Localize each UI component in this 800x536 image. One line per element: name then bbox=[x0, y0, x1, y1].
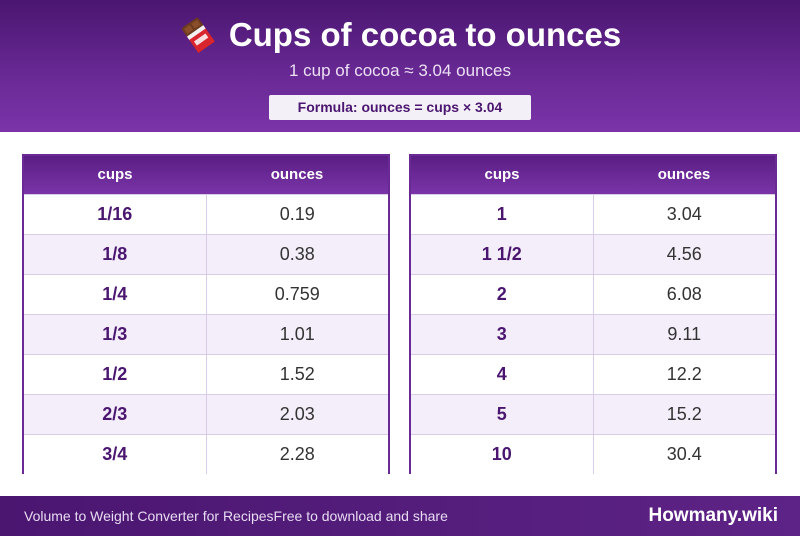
ounces-cell: 0.759 bbox=[206, 273, 388, 314]
table-row: 1/16 0.19 bbox=[24, 193, 388, 234]
table-row: 1 3.04 bbox=[411, 193, 775, 234]
table-header-row: cups ounces bbox=[411, 156, 775, 194]
ounces-cell: 3.04 bbox=[593, 193, 775, 234]
ounces-cell: 2.03 bbox=[206, 393, 388, 434]
table-row: 1/2 1.52 bbox=[24, 353, 388, 394]
ounces-cell: 15.2 bbox=[593, 393, 775, 434]
table-header-row: cups ounces bbox=[24, 156, 388, 194]
footer-share-label: Free to download and share bbox=[273, 508, 448, 524]
cups-cell: 1/8 bbox=[24, 233, 207, 274]
ounces-cell: 1.01 bbox=[206, 313, 388, 354]
cups-cell: 1 1/2 bbox=[411, 233, 594, 274]
cups-cell: 2 bbox=[411, 273, 594, 314]
column-header-cups: cups bbox=[484, 166, 520, 184]
cups-cell: 1/3 bbox=[24, 313, 207, 354]
cups-cell: 1/2 bbox=[24, 353, 207, 394]
footer-text: Volume to Weight Converter for RecipesFr… bbox=[24, 508, 448, 524]
table-row: 2/3 2.03 bbox=[24, 393, 388, 434]
cups-cell: 10 bbox=[411, 433, 594, 474]
table-row: 5 15.2 bbox=[411, 393, 775, 434]
ounces-cell: 12.2 bbox=[593, 353, 775, 394]
header: Cups of cocoa to ounces 1 cup of cocoa ≈… bbox=[0, 0, 800, 132]
cups-cell: 4 bbox=[411, 353, 594, 394]
table-row: 10 30.4 bbox=[411, 433, 775, 474]
table-row: 1 1/2 4.56 bbox=[411, 233, 775, 274]
column-header-ounces: ounces bbox=[657, 166, 711, 184]
cups-cell: 3 bbox=[411, 313, 594, 354]
chocolate-bar-icon bbox=[181, 17, 215, 54]
title-row: Cups of cocoa to ounces bbox=[0, 14, 800, 56]
formula-badge: Formula: ounces = cups × 3.04 bbox=[269, 95, 531, 120]
ounces-cell: 1.52 bbox=[206, 353, 388, 394]
ounces-cell: 9.11 bbox=[593, 313, 775, 354]
ounces-cell: 30.4 bbox=[593, 433, 775, 474]
ounces-cell: 2.28 bbox=[206, 433, 388, 474]
ounces-cell: 0.19 bbox=[206, 193, 388, 234]
table-row: 1/3 1.01 bbox=[24, 313, 388, 354]
table-row: 3 9.11 bbox=[411, 313, 775, 354]
table-row: 2 6.08 bbox=[411, 273, 775, 314]
cups-cell: 5 bbox=[411, 393, 594, 434]
page-title: Cups of cocoa to ounces bbox=[228, 16, 622, 53]
table-row: 1/8 0.38 bbox=[24, 233, 388, 274]
footer-converter-label: Volume to Weight Converter for Recipes bbox=[24, 508, 274, 524]
ounces-cell: 4.56 bbox=[593, 233, 775, 274]
footer: Volume to Weight Converter for RecipesFr… bbox=[0, 496, 800, 536]
cups-cell: 3/4 bbox=[24, 433, 207, 474]
ounces-cell: 0.38 bbox=[206, 233, 388, 274]
conversion-table-right: cups ounces 1 3.04 1 1/2 4.56 2 6.08 3 9.11 … bbox=[409, 154, 777, 474]
table-row: 1/4 0.759 bbox=[24, 273, 388, 314]
ounces-cell: 6.08 bbox=[593, 273, 775, 314]
subtitle: 1 cup of cocoa ≈ 3.04 ounces bbox=[289, 61, 511, 80]
cups-cell: 2/3 bbox=[24, 393, 207, 434]
column-header-cups: cups bbox=[97, 166, 133, 184]
brand-link[interactable]: Howmany.wiki bbox=[648, 505, 778, 526]
cups-cell: 1/4 bbox=[24, 273, 207, 314]
column-header-ounces: ounces bbox=[270, 166, 324, 184]
conversion-table-left: cups ounces 1/16 0.19 1/8 0.38 1/4 0.759 1/… bbox=[22, 154, 390, 474]
cups-cell: 1/16 bbox=[24, 193, 207, 234]
cups-cell: 1 bbox=[411, 193, 594, 234]
table-row: 3/4 2.28 bbox=[24, 433, 388, 474]
table-row: 4 12.2 bbox=[411, 353, 775, 394]
